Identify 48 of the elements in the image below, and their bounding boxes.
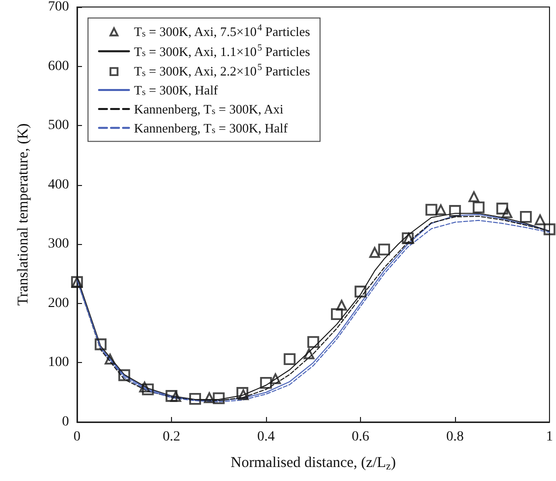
point	[330, 308, 343, 320]
point	[304, 348, 314, 360]
point	[435, 204, 446, 216]
point	[189, 392, 202, 405]
point	[496, 202, 508, 214]
point	[307, 336, 320, 348]
y-tick-label: 500	[48, 118, 69, 134]
point	[139, 382, 150, 392]
point	[520, 210, 532, 223]
point	[449, 205, 461, 217]
x-tick-label: 0.2	[162, 430, 180, 444]
x-tick-label: 0	[74, 430, 80, 444]
point	[270, 373, 281, 384]
point	[369, 247, 380, 258]
point	[425, 204, 438, 216]
point	[118, 369, 130, 382]
y-tick-label: 200	[48, 296, 69, 311]
point	[166, 390, 178, 402]
point	[94, 338, 107, 350]
point	[204, 392, 215, 404]
point	[104, 354, 116, 365]
x-tick-label: 1	[546, 430, 553, 444]
y-tick-label: 400	[48, 177, 69, 192]
legend-label: Ts = 300K, Half	[134, 82, 219, 98]
point	[534, 214, 546, 226]
point	[472, 201, 485, 214]
x-tick-label: 0.4	[257, 430, 275, 444]
x-tick-label: 0.8	[446, 430, 464, 444]
legend-label: Kannenberg, Ts = 300K, Axi	[134, 101, 284, 117]
point	[142, 383, 154, 396]
y-axis-title: Translational temperature, (K)	[16, 123, 32, 306]
point	[170, 391, 182, 402]
point	[260, 376, 272, 389]
point	[284, 353, 296, 366]
point	[336, 300, 347, 311]
x-tick-label: 0.6	[352, 430, 370, 444]
y-tick-label: 600	[48, 58, 69, 74]
y-tick-label: 700	[48, 0, 69, 14]
y-tick-label: 300	[48, 236, 69, 252]
point	[212, 392, 225, 404]
legend-label: Kannenberg, Ts = 300K, Half	[134, 120, 288, 136]
point	[468, 191, 480, 202]
y-tick-label: 0	[62, 414, 69, 430]
point	[354, 286, 366, 298]
y-tick-label: 100	[48, 355, 69, 370]
point	[544, 223, 556, 236]
point	[502, 207, 512, 218]
point	[378, 244, 390, 256]
